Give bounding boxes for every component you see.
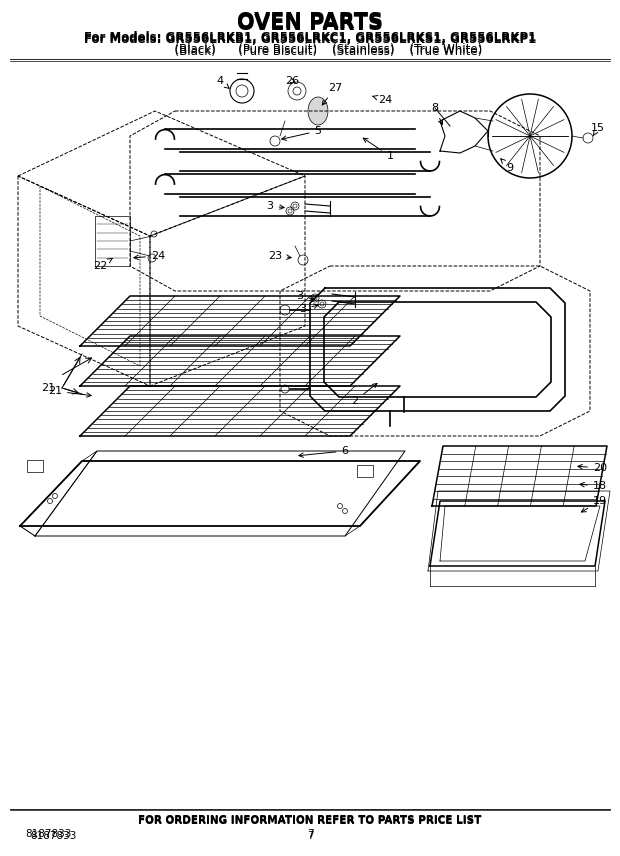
Text: 3: 3 <box>296 291 314 301</box>
Text: 20: 20 <box>578 463 607 473</box>
Text: 9: 9 <box>501 158 513 173</box>
Text: 8187833: 8187833 <box>30 831 76 841</box>
Bar <box>357 465 373 477</box>
Text: 18: 18 <box>580 481 607 491</box>
Text: 5: 5 <box>281 126 322 140</box>
Text: 23: 23 <box>268 251 291 261</box>
Text: 2: 2 <box>352 383 377 406</box>
Text: 1: 1 <box>363 138 394 161</box>
Text: 3: 3 <box>299 304 318 314</box>
Text: 24: 24 <box>373 95 392 105</box>
Text: 21: 21 <box>41 383 55 393</box>
Text: 8: 8 <box>432 103 443 124</box>
Text: 24: 24 <box>134 251 165 261</box>
Text: 7: 7 <box>307 831 313 841</box>
Bar <box>27 460 43 472</box>
Text: For Models: GR556LRKB1, GR556LRKC1, GR556LRKS1, GR556LRKP1: For Models: GR556LRKB1, GR556LRKC1, GR55… <box>84 33 536 45</box>
Text: 26: 26 <box>285 76 299 86</box>
Ellipse shape <box>308 97 328 125</box>
Text: 27: 27 <box>322 83 342 105</box>
Text: 6: 6 <box>299 446 348 457</box>
Text: For Models: GR556LRKB1, GR556LRKC1, GR556LRKS1, GR556LRKP1: For Models: GR556LRKB1, GR556LRKC1, GR55… <box>84 31 536 44</box>
Text: 22: 22 <box>93 259 112 271</box>
Text: 21: 21 <box>48 386 91 397</box>
Text: 8187833: 8187833 <box>25 829 71 839</box>
Text: 3: 3 <box>267 201 284 211</box>
Text: FOR ORDERING INFORMATION REFER TO PARTS PRICE LIST: FOR ORDERING INFORMATION REFER TO PARTS … <box>138 815 482 825</box>
Text: (Black)      (Pure Biscuit)    (Stainless)    (True White): (Black) (Pure Biscuit) (Stainless) (True… <box>138 45 482 57</box>
Text: 7: 7 <box>307 829 313 839</box>
Text: OVEN PARTS: OVEN PARTS <box>237 12 383 32</box>
Text: 19: 19 <box>582 496 607 512</box>
Text: (Black)      (Pure Biscuit)    (Stainless)    (True White): (Black) (Pure Biscuit) (Stainless) (True… <box>138 43 482 56</box>
Text: 4: 4 <box>216 76 229 88</box>
Text: FOR ORDERING INFORMATION REFER TO PARTS PRICE LIST: FOR ORDERING INFORMATION REFER TO PARTS … <box>138 816 482 826</box>
Text: 15: 15 <box>591 123 605 136</box>
Text: OVEN PARTS: OVEN PARTS <box>237 14 383 34</box>
